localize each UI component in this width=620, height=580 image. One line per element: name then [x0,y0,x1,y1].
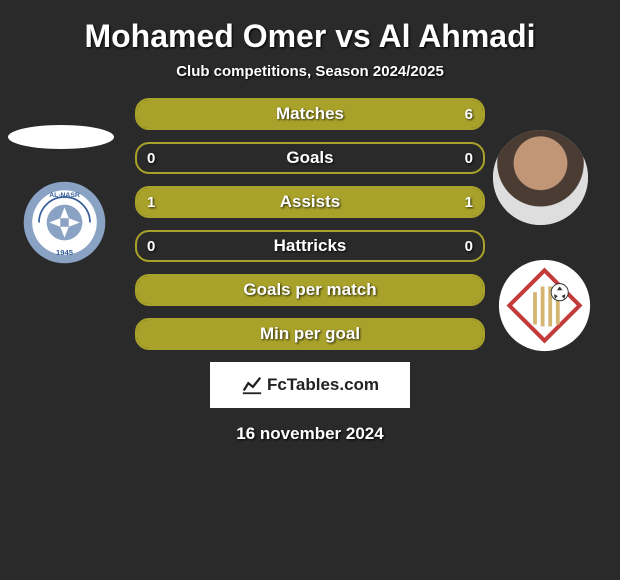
stat-label: Assists [137,188,483,216]
player1-club-crest: AL-NASR 1945 [22,180,107,265]
stat-row: 11Assists [135,186,485,218]
page-title: Mohamed Omer vs Al Ahmadi [0,0,620,63]
player2-avatar [493,130,588,225]
stat-row: Min per goal [135,318,485,350]
chart-icon [241,374,263,396]
crest-left-name: AL-NASR [49,192,80,199]
page-subtitle: Club competitions, Season 2024/2025 [0,63,620,98]
stats-bars: 6Matches 00Goals 11Assists 00Hattricks Goals… [135,98,485,350]
stat-label: Goals per match [137,276,483,304]
stat-row: 00Goals [135,142,485,174]
player1-avatar [8,125,114,149]
watermark-text: FcTables.com [267,375,379,395]
stat-label: Goals [137,144,483,172]
stat-label: Matches [137,100,483,128]
stat-row: Goals per match [135,274,485,306]
crest-left-year: 1945 [56,248,74,257]
date-text: 16 november 2024 [0,424,620,444]
stat-label: Hattricks [137,232,483,260]
watermark[interactable]: FcTables.com [210,362,410,408]
player2-club-crest [497,258,592,353]
stat-row: 00Hattricks [135,230,485,262]
stat-label: Min per goal [137,320,483,348]
stat-row: 6Matches [135,98,485,130]
